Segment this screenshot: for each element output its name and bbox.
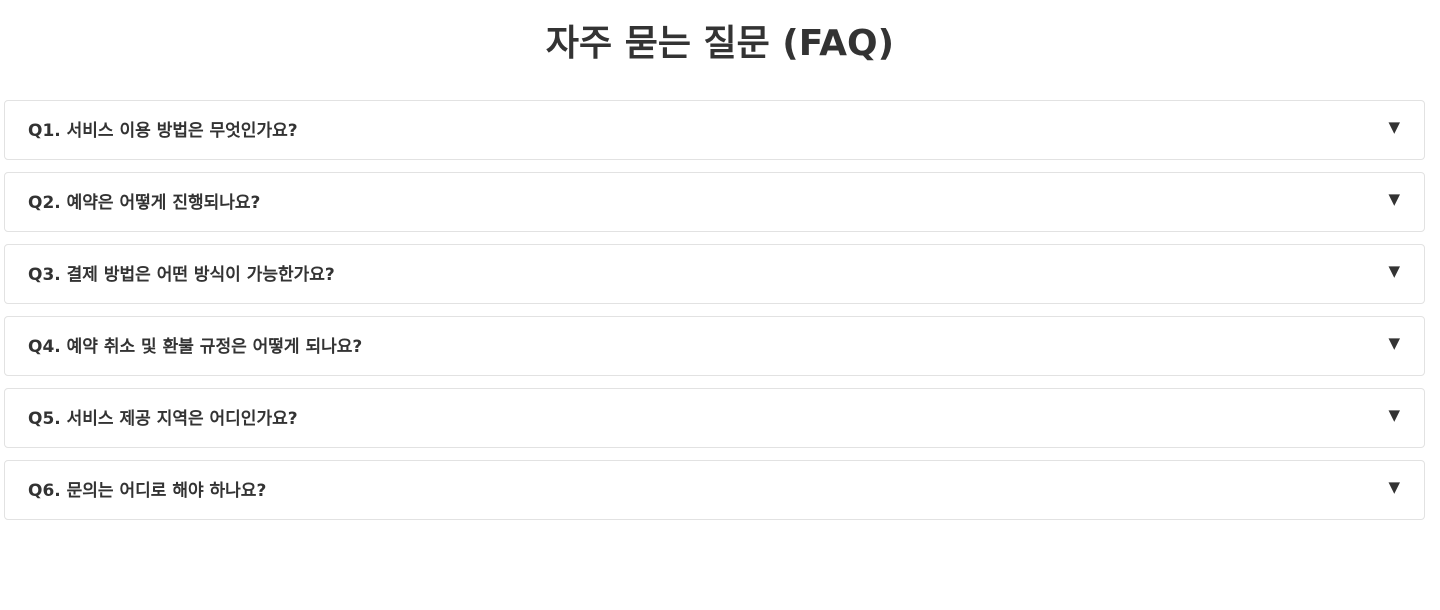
faq-question: Q3. 결제 방법은 어떤 방식이 가능한가요? [28,265,335,285]
chevron-down-icon[interactable]: ▼ [1388,118,1400,136]
faq-item-6[interactable]: Q6. 문의는 어디로 해야 하나요? ▼ [4,460,1425,520]
faq-item-2[interactable]: Q2. 예약은 어떻게 진행되나요? ▼ [4,172,1425,232]
faq-item-4[interactable]: Q4. 예약 취소 및 환불 규정은 어떻게 되나요? ▼ [4,316,1425,376]
page-title: 자주 묻는 질문 (FAQ) [545,23,895,64]
chevron-down-icon[interactable]: ▼ [1388,478,1400,496]
faq-item-3[interactable]: Q3. 결제 방법은 어떤 방식이 가능한가요? ▼ [4,244,1425,304]
faq-question: Q1. 서비스 이용 방법은 무엇인가요? [28,121,298,141]
faq-item-5[interactable]: Q5. 서비스 제공 지역은 어디인가요? ▼ [4,388,1425,448]
chevron-down-icon[interactable]: ▼ [1388,190,1400,208]
faq-list: Q1. 서비스 이용 방법은 무엇인가요? ▼ Q2. 예약은 어떻게 진행되나… [4,100,1425,532]
faq-question: Q6. 문의는 어디로 해야 하나요? [28,481,267,501]
chevron-down-icon[interactable]: ▼ [1388,334,1400,352]
chevron-down-icon[interactable]: ▼ [1388,406,1400,424]
faq-question: Q4. 예약 취소 및 환불 규정은 어떻게 되나요? [28,337,363,357]
faq-item-1[interactable]: Q1. 서비스 이용 방법은 무엇인가요? ▼ [4,100,1425,160]
faq-question: Q5. 서비스 제공 지역은 어디인가요? [28,409,298,429]
chevron-down-icon[interactable]: ▼ [1388,262,1400,280]
faq-question: Q2. 예약은 어떻게 진행되나요? [28,193,261,213]
